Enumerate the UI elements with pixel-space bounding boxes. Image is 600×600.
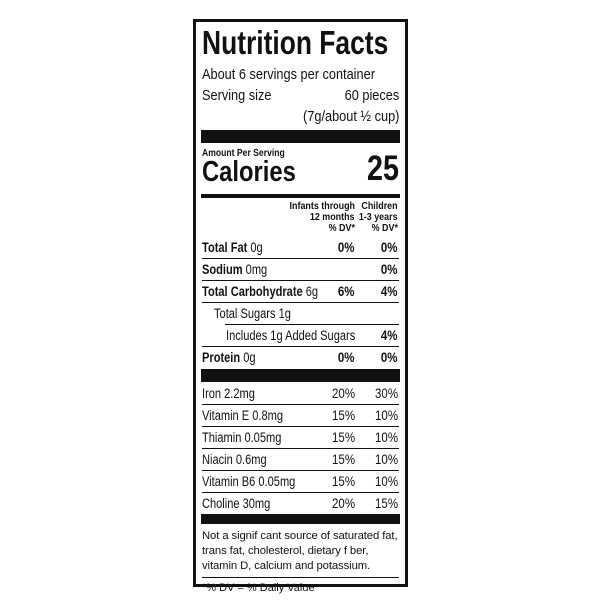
thick-divider [201,514,400,524]
nutrient-list: Total Fat 0g 0% 0% Sodium 0mg 0% Total Car… [202,236,399,368]
nutrient-row: Total Carbohydrate 6g 6% 4% [202,280,399,302]
amount-per-serving: Amount Per Serving [202,145,399,159]
vitamin-row: Niacin 0.6mg 15% 10% [202,448,399,470]
vitamin-row: Thiamin 0.05mg 15% 10% [202,426,399,448]
dv-infants: 15% [332,408,355,423]
dv-children: 4% [381,328,398,343]
serving-size-value: 60 pieces [344,87,399,104]
dv-infants: 20% [332,496,355,511]
serving-size-detail: (7g/about ½ cup) [302,108,399,125]
header-children-line3: % DV* [371,222,398,234]
dv-infants: 0% [338,239,355,255]
medium-divider [201,194,400,198]
vitamin-list: Iron 2.2mg 20% 30% Vitamin E 0.8mg 15% 10… [202,382,399,514]
vitamin-row: Choline 30mg 20% 15% [202,492,399,514]
dv-note: *% DV = % Daily Value [202,577,399,597]
serving-size-row: Serving size 60 pieces [202,83,399,104]
header-children-line1: Children [361,200,398,212]
vitamin-name: Niacin 0.6mg [202,452,267,467]
calories-row: Calories 25 [202,149,399,189]
calories-label: Calories [202,156,296,188]
dv-infants: 15% [332,474,355,489]
nutrient-row: Sodium 0mg 0% [202,258,399,280]
vitamin-name: Vitamin E 0.8mg [202,408,284,423]
nutrient-row: Total Sugars 1g [202,302,399,324]
dv-infants: 0% [338,350,355,365]
serving-size-detail-row: (7g/about ½ cup) [202,104,399,125]
nutrient-row: Includes 1g Added Sugars 4% [202,324,399,346]
vitamin-name: Thiamin 0.05mg [202,430,282,445]
nutrient-name: Sodium 0mg [202,262,268,277]
vitamin-name: Vitamin B6 0.05mg [202,474,296,489]
dv-children: 10% [375,430,398,445]
nutrient-name: Total Sugars 1g [214,306,291,321]
dv-children: 10% [375,474,398,489]
servings-text: About 6 servings per container [202,66,375,83]
header-children: Children 1-3 years % DV* [352,201,398,234]
vitamin-name: Choline 30mg [202,496,271,511]
dv-infants: 15% [332,452,355,467]
thick-divider [201,130,400,143]
dv-children: 30% [375,385,398,401]
nutrient-row: Protein 0g 0% 0% [202,346,399,368]
dv-children: 0% [381,262,398,277]
nutrient-row: Total Fat 0g 0% 0% [202,236,399,258]
nutrient-name: Protein 0g [202,350,256,365]
servings-per-container: About 6 servings per container [202,62,399,83]
dv-children: 0% [381,239,398,255]
dv-infants: 20% [332,385,355,401]
dv-column-headers: Infants through 12 months % DV* Children… [202,198,399,236]
nutrient-name: Total Carbohydrate 6g [202,284,319,299]
dv-children: 15% [375,496,398,511]
thick-divider [201,369,400,382]
footnote: Not a signif cant source of saturated fa… [202,530,398,572]
dv-children: 10% [375,408,398,423]
amount-per-serving-text: Amount Per Serving [202,147,285,159]
header-infants: Infants through 12 months % DV* [278,201,355,234]
vitamin-row: Vitamin B6 0.05mg 15% 10% [202,470,399,492]
header-infants-line2: 12 months [310,211,355,223]
vitamin-name: Iron 2.2mg [202,385,255,401]
dv-infants: 15% [332,430,355,445]
vitamin-row: Iron 2.2mg 20% 30% [202,382,399,404]
title-text: Nutrition Facts [202,24,389,61]
vitamin-row: Vitamin E 0.8mg 15% 10% [202,404,399,426]
nutrient-name: Total Fat 0g [202,239,263,255]
dv-infants: 6% [338,284,355,299]
serving-size-label: Serving size [202,87,272,104]
header-infants-line1: Infants through [289,200,355,212]
dv-children: 10% [375,452,398,467]
header-children-line2: 1-3 years [359,211,398,223]
header-infants-line3: % DV* [328,222,355,234]
label-title: Nutrition Facts [202,22,399,62]
dv-children: 0% [381,350,398,365]
dv-children: 4% [381,284,398,299]
nutrition-facts-label: Nutrition Facts About 6 servings per con… [193,19,408,594]
calories-value: 25 [367,149,399,188]
nutrient-name: Includes 1g Added Sugars [226,328,356,343]
